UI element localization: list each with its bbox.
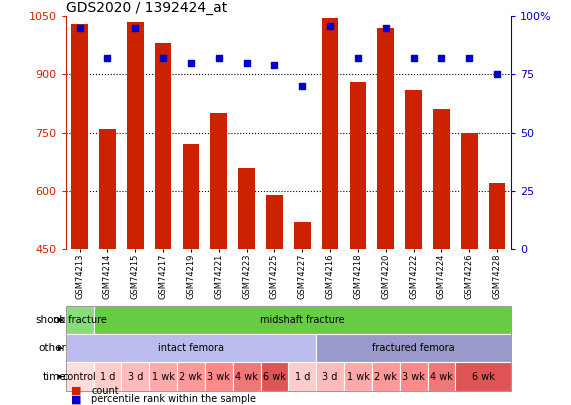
Bar [233,362,260,391]
Text: 2 wk: 2 wk [374,372,397,382]
Bar [66,334,316,362]
Point [381,25,391,31]
Bar [94,306,511,334]
Text: 2 wk: 2 wk [179,372,203,382]
Bar [149,362,177,391]
Bar [316,362,344,391]
Point [186,60,195,66]
Text: ■: ■ [71,386,82,396]
Text: 3 d: 3 d [323,372,338,382]
Bar [183,144,199,249]
Point [242,60,251,66]
Text: 6 wk: 6 wk [263,372,286,382]
Point [437,55,446,62]
Point [465,55,474,62]
Text: 3 wk: 3 wk [207,372,230,382]
Bar [99,129,116,249]
Bar [344,362,372,391]
Text: 1 d: 1 d [295,372,310,382]
Bar [288,362,316,391]
Point [353,55,363,62]
Text: shock: shock [36,315,66,325]
Text: midshaft fracture: midshaft fracture [260,315,344,325]
Text: control: control [63,372,96,382]
Text: 1 wk: 1 wk [347,372,369,382]
Point [159,55,168,62]
Text: GDS2020 / 1392424_at: GDS2020 / 1392424_at [66,1,227,15]
Bar [294,222,311,249]
Text: 4 wk: 4 wk [235,372,258,382]
Bar [433,109,450,249]
Point [325,22,335,29]
Bar [177,362,205,391]
Text: count: count [91,386,119,396]
Bar [66,306,94,334]
Bar [94,362,122,391]
Bar [322,18,339,249]
Bar [377,28,394,249]
Bar [266,195,283,249]
Point [409,55,418,62]
Text: intact femora: intact femora [158,343,224,353]
Bar [428,362,456,391]
Text: fractured femora: fractured femora [372,343,455,353]
Bar [372,362,400,391]
Bar [456,362,511,391]
Point [297,83,307,90]
Text: no fracture: no fracture [53,315,107,325]
Point [493,71,502,78]
Bar [489,183,505,249]
Point [131,25,140,31]
Bar [155,43,171,249]
Text: ■: ■ [71,394,82,404]
Text: 3 wk: 3 wk [402,372,425,382]
Bar [316,334,511,362]
Bar [260,362,288,391]
Bar [461,133,477,249]
Bar [66,362,94,391]
Point [75,25,84,31]
Text: time: time [43,372,66,382]
Text: 3 d: 3 d [127,372,143,382]
Bar [71,24,88,249]
Bar [210,113,227,249]
Bar [400,362,428,391]
Text: percentile rank within the sample: percentile rank within the sample [91,394,256,404]
Text: 4 wk: 4 wk [430,372,453,382]
Bar [405,90,422,249]
Bar [127,22,144,249]
Point [214,55,223,62]
Bar [349,82,367,249]
Text: 1 d: 1 d [100,372,115,382]
Point [103,55,112,62]
Bar [205,362,233,391]
Text: other: other [38,343,66,353]
Bar [238,168,255,249]
Point [270,62,279,68]
Bar [122,362,149,391]
Text: 1 wk: 1 wk [152,372,175,382]
Text: 6 wk: 6 wk [472,372,494,382]
